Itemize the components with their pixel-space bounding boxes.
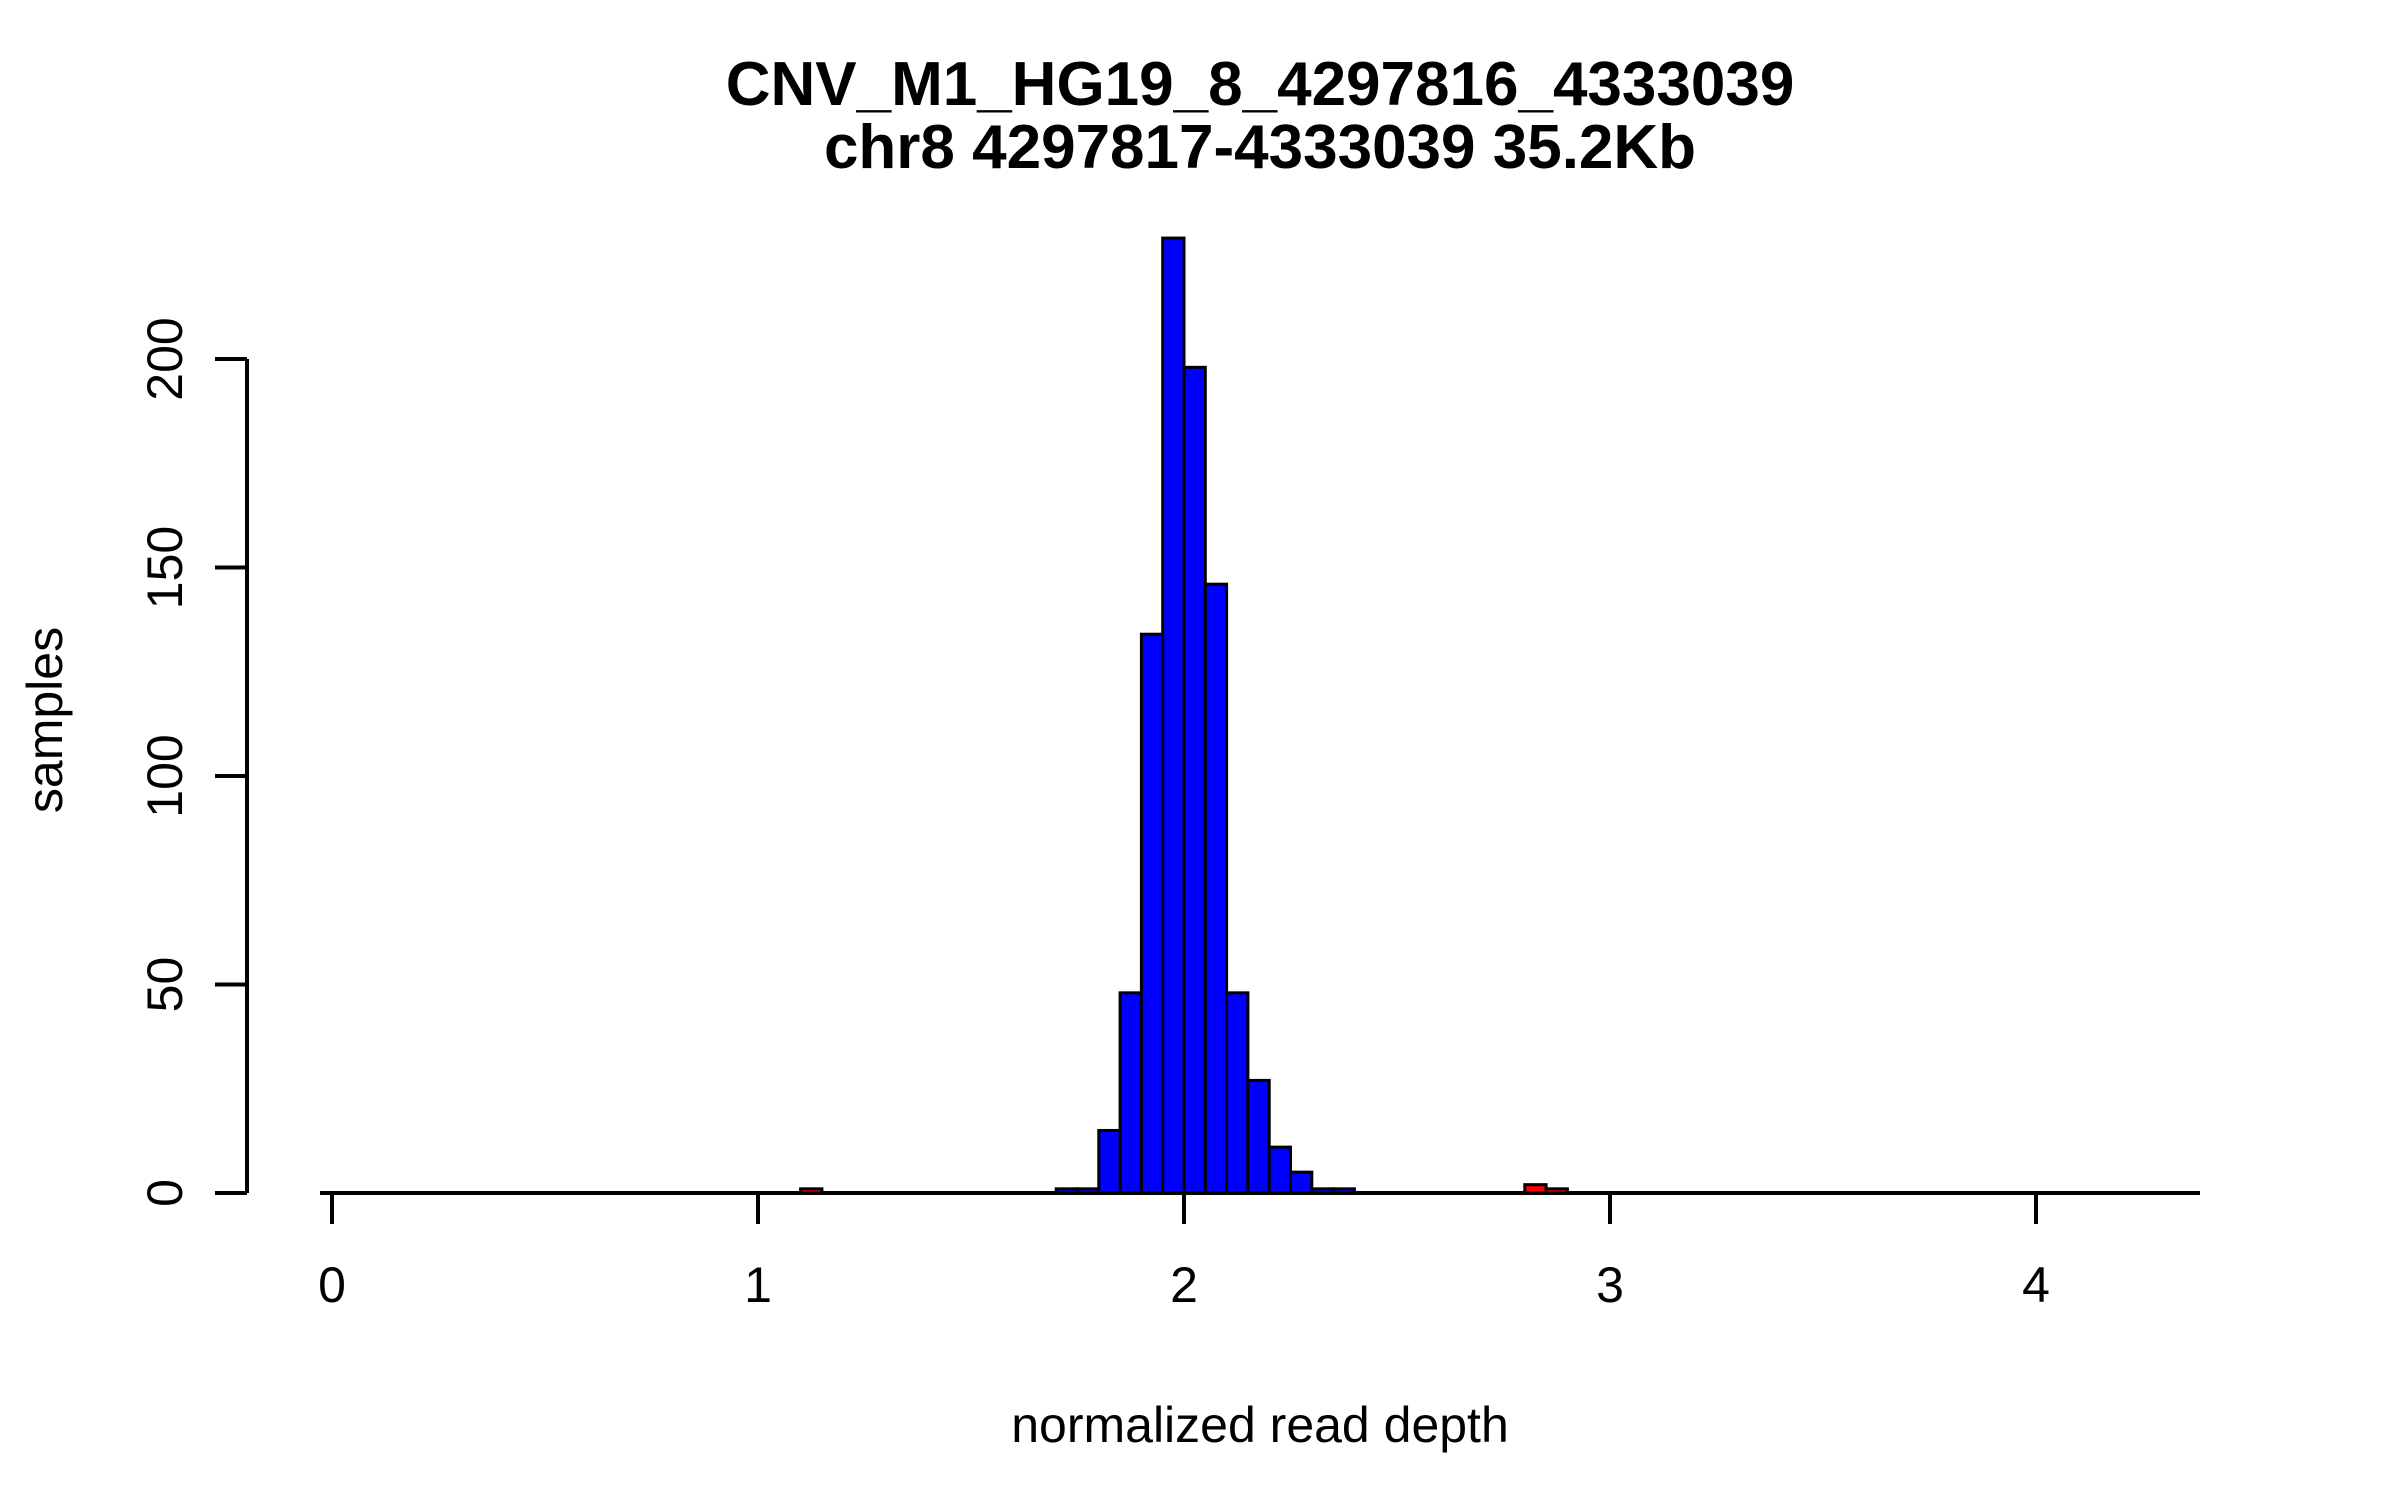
histogram-bar [1161, 236, 1186, 1195]
axes-layer: 0 1 2 3 4 0 50 100 150 200 [137, 317, 2200, 1313]
y-tick-label: 0 [137, 1179, 193, 1207]
histogram-bar [1054, 1187, 1079, 1195]
y-tick-label: 200 [137, 317, 193, 400]
x-axis-label: normalized read depth [1011, 1397, 1509, 1453]
y-tick-label: 150 [137, 526, 193, 609]
x-tick-label: 2 [1170, 1257, 1198, 1313]
histogram-bar [1246, 1078, 1271, 1195]
chart-title: CNV_M1_HG19_8_4297816_4333039 [726, 50, 1795, 119]
chart-subtitle: chr8 4297817-4333039 35.2Kb [824, 113, 1696, 182]
histogram-bar-highlight [1544, 1187, 1569, 1195]
x-tick-label: 0 [318, 1257, 346, 1313]
histogram-bar [1225, 991, 1250, 1195]
histogram-bar [1097, 1128, 1122, 1195]
histogram-bar [1331, 1187, 1356, 1195]
histogram-bar [1203, 582, 1229, 1195]
y-tick-label: 100 [137, 734, 193, 817]
histogram-bar [1076, 1187, 1101, 1195]
x-tick-label: 4 [2022, 1257, 2050, 1313]
histogram-bar [1267, 1145, 1292, 1195]
histogram-bar [1182, 365, 1207, 1195]
histogram-bar-highlight [799, 1187, 824, 1195]
bars-layer [799, 236, 1569, 1195]
histogram-bar [1139, 632, 1165, 1195]
x-tick-label: 1 [744, 1257, 772, 1313]
x-tick-label: 3 [1596, 1257, 1624, 1313]
histogram-bar [1310, 1187, 1335, 1195]
y-axis-label: samples [17, 627, 73, 813]
y-tick-label: 50 [137, 957, 193, 1013]
histogram-bar [1289, 1170, 1314, 1195]
histogram-bar [1118, 991, 1143, 1195]
histogram-bar-highlight [1523, 1183, 1548, 1195]
